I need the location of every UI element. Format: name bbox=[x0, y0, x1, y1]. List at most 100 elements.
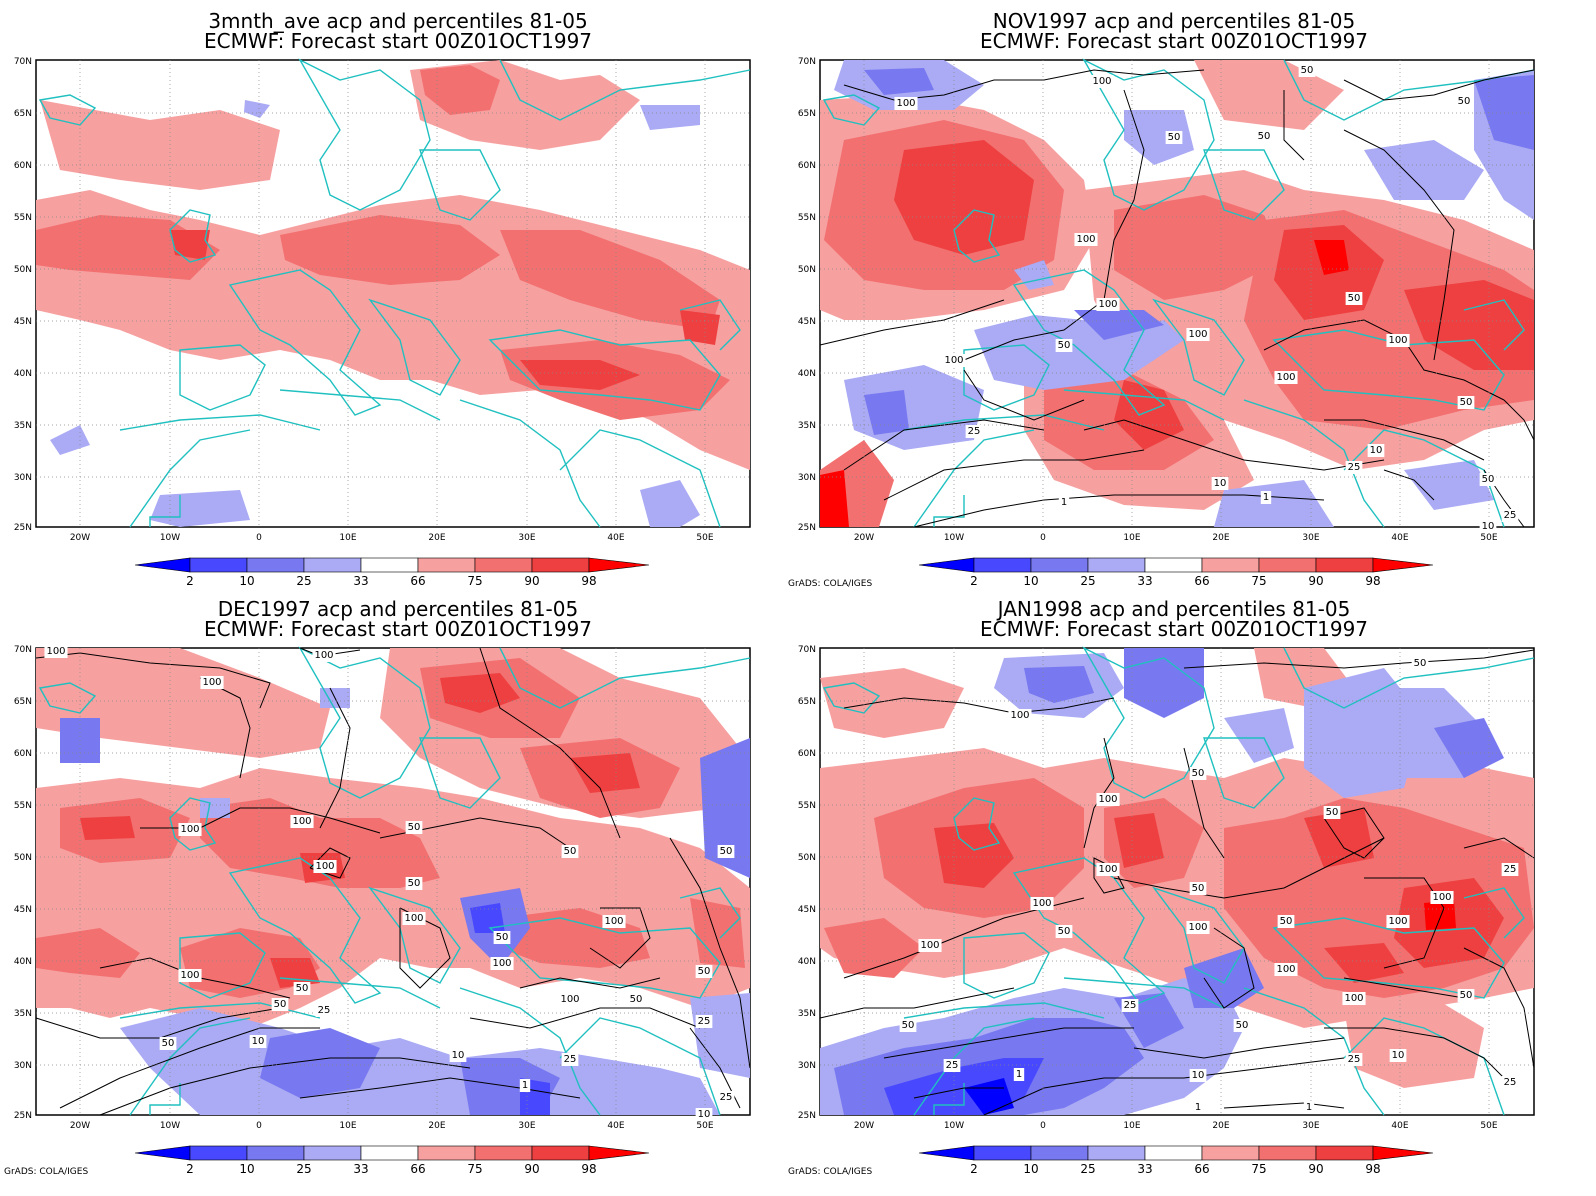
contour-label-box bbox=[313, 860, 337, 873]
contour-label: 100 bbox=[1276, 372, 1295, 383]
contour-label-box bbox=[894, 97, 918, 110]
colorbar-swatch bbox=[1258, 1145, 1317, 1161]
colorbar-swatch bbox=[1144, 1145, 1203, 1161]
lat-label: 55N bbox=[798, 801, 816, 811]
lat-label: 70N bbox=[798, 645, 816, 655]
lon-label: 10E bbox=[339, 533, 356, 543]
contour-label: 50 bbox=[296, 983, 309, 994]
colorbar-swatch bbox=[474, 1145, 533, 1161]
colorbar-swatch bbox=[474, 557, 533, 573]
lat-label: 60N bbox=[798, 749, 816, 759]
colorbar-labels: 2 10 25 33 66 75 90 98 bbox=[186, 574, 596, 588]
lon-label: 10E bbox=[1123, 533, 1140, 543]
contour-label-box bbox=[1386, 915, 1410, 928]
contour-label: 25 bbox=[1348, 462, 1361, 473]
contour-label-box bbox=[695, 1108, 713, 1121]
colorbar-swatch bbox=[134, 1145, 191, 1161]
colorbar-swatch bbox=[1201, 1145, 1260, 1161]
lat-label: 55N bbox=[798, 213, 816, 223]
contour-label-box bbox=[1165, 131, 1183, 144]
colorbar-label: 10 bbox=[1023, 574, 1038, 588]
contour-label-box bbox=[405, 877, 423, 890]
contour-label-box bbox=[1345, 292, 1363, 305]
contour-label-box bbox=[899, 1019, 917, 1032]
colorbar-swatch bbox=[417, 557, 476, 573]
contour-label-box bbox=[1055, 925, 1073, 938]
contour-label: 1 bbox=[1263, 492, 1269, 503]
colorbar-label: 10 bbox=[239, 574, 254, 588]
panel-svg: NOV1997 acp and percentiles 81-05 ECMWF:… bbox=[788, 9, 1535, 589]
lon-label: 0 bbox=[256, 1121, 262, 1131]
contour-label-box bbox=[315, 1004, 333, 1017]
contour-label-box bbox=[561, 1053, 579, 1066]
contour-label-box bbox=[1189, 1069, 1207, 1082]
lon-label: 50E bbox=[1480, 1121, 1497, 1131]
longitude-labels: 20W 10W 0 10E 20E 30E 40E 50E bbox=[854, 533, 1498, 543]
colorbar-swatch bbox=[588, 557, 650, 573]
contour-label: 50 bbox=[1482, 474, 1495, 485]
contour-label-box bbox=[558, 993, 582, 1006]
lat-label: 45N bbox=[798, 317, 816, 327]
contour-label: 100 bbox=[492, 958, 511, 969]
lon-label: 20E bbox=[428, 1121, 445, 1131]
coastlines bbox=[38, 58, 751, 528]
contour-label-box bbox=[1186, 328, 1210, 341]
contour-label: 50 bbox=[1301, 65, 1314, 76]
lon-label: 20W bbox=[854, 1121, 874, 1131]
contour-label-box bbox=[1386, 334, 1410, 347]
panel-svg: JAN1998 acp and percentiles 81-05 ECMWF:… bbox=[788, 597, 1535, 1177]
colorbar-label: 2 bbox=[970, 574, 978, 588]
contour-labels: 100 100 50 50 50 50 100 100 50 100 100 1… bbox=[894, 64, 1519, 533]
contour-label-box bbox=[1455, 95, 1473, 108]
contour-label-box bbox=[1479, 473, 1497, 486]
contour-label: 100 bbox=[1032, 898, 1051, 909]
latitude-labels: 70N 65N 60N 55N 50N 45N 40N 35N 30N 25N bbox=[14, 645, 32, 1121]
contour-label-box bbox=[1233, 1019, 1251, 1032]
contour-label: 100 bbox=[1098, 864, 1117, 875]
colorbar-label: 98 bbox=[1365, 574, 1380, 588]
map-area: 100 100 100 100 100 50 50 100 50 100 100… bbox=[35, 645, 751, 1121]
contour-label: 25 bbox=[1504, 864, 1517, 875]
lat-label: 55N bbox=[14, 801, 32, 811]
contour-label: 50 bbox=[1058, 926, 1071, 937]
contour-label-box bbox=[519, 1079, 531, 1092]
contour-label: 100 bbox=[1188, 329, 1207, 340]
lon-label: 40E bbox=[607, 1121, 624, 1131]
contour-label-box bbox=[1298, 64, 1316, 77]
lat-label: 45N bbox=[14, 317, 32, 327]
lat-label: 35N bbox=[798, 1009, 816, 1019]
longitude-labels: 20W 10W 0 10E 20E 30E 40E 50E bbox=[854, 1121, 1498, 1131]
contour-label: 10 bbox=[252, 1036, 265, 1047]
contour-label: 50 bbox=[1192, 768, 1205, 779]
latitude-labels: 70N 65N 60N 55N 50N 45N 40N 35N 30N 25N bbox=[14, 57, 32, 533]
lon-label: 30E bbox=[1302, 533, 1319, 543]
panel-svg: 3mnth_ave acp and percentiles 81-05 ECMW… bbox=[14, 9, 751, 588]
panel-title: DEC1997 acp and percentiles 81-05 bbox=[218, 597, 578, 621]
lon-label: 20E bbox=[1212, 533, 1229, 543]
contour-label-box bbox=[1055, 339, 1073, 352]
colorbar bbox=[918, 557, 1434, 573]
grid-lines bbox=[36, 648, 750, 1115]
colorbar-label: 66 bbox=[410, 1162, 425, 1176]
contour-label-box bbox=[1342, 992, 1366, 1005]
colorbar-label: 98 bbox=[1365, 1162, 1380, 1176]
colorbar-label: 66 bbox=[410, 574, 425, 588]
contour-label: 100 bbox=[1276, 964, 1295, 975]
panel-title: NOV1997 acp and percentiles 81-05 bbox=[993, 9, 1356, 33]
lon-label: 30E bbox=[1302, 1121, 1319, 1131]
lon-label: 40E bbox=[607, 533, 624, 543]
contour-label-box bbox=[405, 821, 423, 834]
colorbar-label: 33 bbox=[1137, 1162, 1152, 1176]
contour-label: 100 bbox=[560, 994, 579, 1005]
colorbar-swatch bbox=[973, 557, 1032, 573]
lat-label: 40N bbox=[14, 369, 32, 379]
contour-label: 100 bbox=[1098, 299, 1117, 310]
colorbar-swatch bbox=[1144, 557, 1203, 573]
lat-label: 45N bbox=[14, 905, 32, 915]
contour-label-box bbox=[178, 969, 202, 982]
contour-label: 10 bbox=[1482, 521, 1495, 532]
contour-label-box bbox=[1501, 1076, 1519, 1089]
contour-label: 100 bbox=[604, 916, 623, 927]
colorbar-swatch bbox=[417, 1145, 476, 1161]
contour-label-box bbox=[1030, 897, 1054, 910]
